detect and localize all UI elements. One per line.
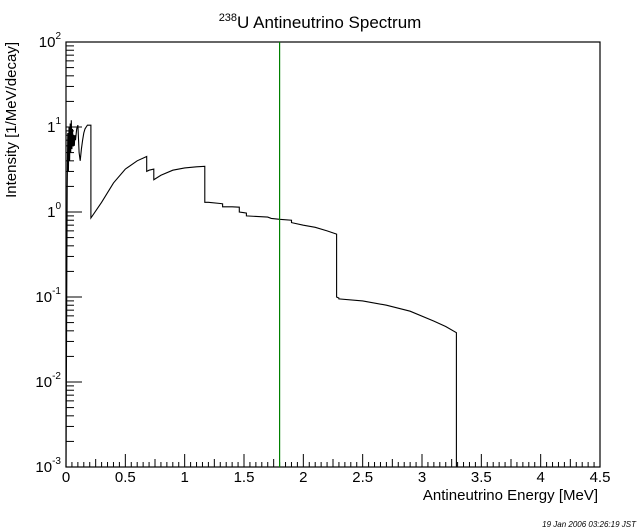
y-tick-label: 10-2 [35,371,61,391]
y-tick-exponent: -1 [52,286,61,297]
plot-frame [65,41,601,468]
y-tick-base: 10 [35,374,52,391]
x-tick-label: 1 [180,469,188,486]
x-tick-label: 3 [418,469,426,486]
series-line [65,120,457,468]
y-tick-base: 1 [47,204,55,221]
x-tick-label: 0 [62,469,70,486]
y-tick-base: 10 [39,34,56,51]
y-tick-label: 10-3 [35,456,61,476]
x-axis-title: Antineutrino Energy [MeV] [423,487,598,504]
y-tick-exponent: 0 [55,201,61,212]
y-tick-exponent: -2 [52,371,61,382]
timestamp: 19 Jan 2006 03:26:19 JST [542,520,637,529]
x-tick-label: 4 [536,469,544,486]
x-tick-label: 1.5 [234,469,255,486]
y-tick-base: 1 [47,119,55,136]
x-tick-label: 2.5 [352,469,373,486]
x-tick-label: 4.5 [590,469,611,486]
y-tick-label: 10-1 [35,286,61,306]
y-tick-base: 10 [35,289,52,306]
y-tick-label: 11 [47,116,61,136]
y-tick-exponent: 1 [55,116,61,127]
y-axis-title: Intensity [1/MeV/decay] [3,42,20,198]
title-superscript: 238 [219,12,237,24]
y-tick-exponent: 2 [55,31,61,42]
y-tick-exponent: -3 [52,456,61,467]
x-tick-label: 3.5 [471,469,492,486]
chart-title: 238U Antineutrino Spectrum [219,12,422,32]
y-tick-label: 10 [47,201,61,221]
y-tick-base: 10 [35,459,52,476]
x-tick-label: 0.5 [115,469,136,486]
x-tick-label: 2 [299,469,307,486]
x-axis-ticks: 0 0.5 1 1.5 2 2.5 3 3.5 4 4.5 [62,454,611,486]
y-tick-label: 102 [39,31,62,51]
title-main: U Antineutrino Spectrum [237,13,421,32]
